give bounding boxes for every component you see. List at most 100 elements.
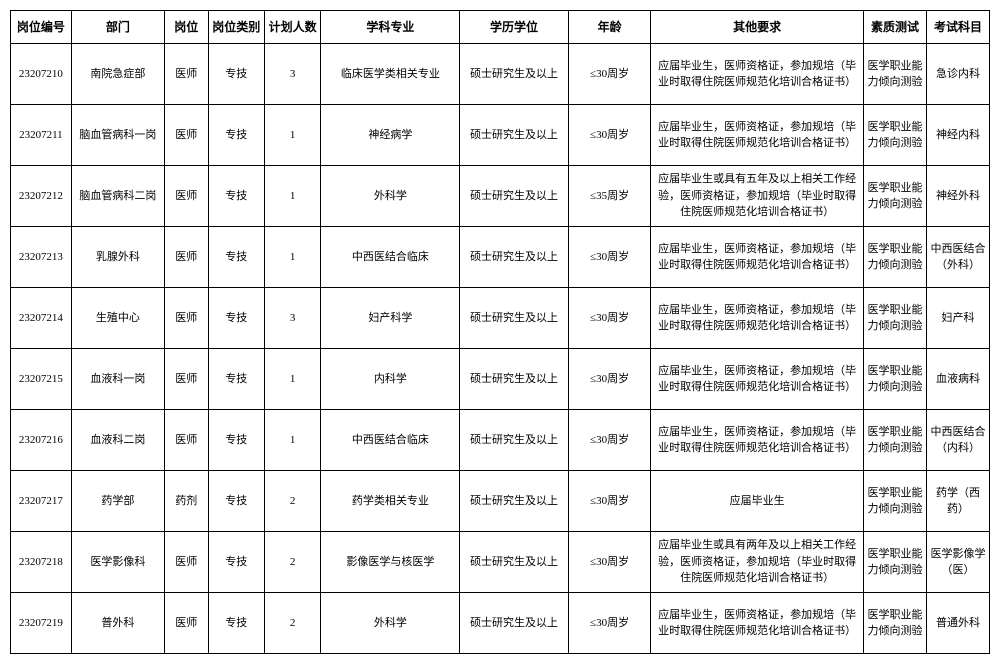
cell-major: 妇产科学 (321, 288, 460, 349)
cell-post: 医师 (165, 349, 208, 410)
cell-age: ≤30周岁 (568, 532, 650, 593)
cell-major: 中西医结合临床 (321, 410, 460, 471)
cell-major: 内科学 (321, 349, 460, 410)
cell-degree: 硕士研究生及以上 (460, 593, 569, 654)
cell-exam: 中西医结合（外科） (926, 227, 989, 288)
cell-major: 中西医结合临床 (321, 227, 460, 288)
col-header-post: 岗位 (165, 11, 208, 44)
table-row: 23207215血液科一岗医师专技1内科学硕士研究生及以上≤30周岁应届毕业生，… (11, 349, 990, 410)
cell-count: 1 (264, 410, 320, 471)
cell-dept: 普外科 (71, 593, 164, 654)
cell-age: ≤30周岁 (568, 227, 650, 288)
cell-degree: 硕士研究生及以上 (460, 471, 569, 532)
cell-test: 医学职业能力倾向测验 (864, 44, 927, 105)
cell-count: 3 (264, 44, 320, 105)
cell-post: 医师 (165, 288, 208, 349)
cell-other: 应届毕业生或具有两年及以上相关工作经验，医师资格证，参加规培（毕业时取得住院医师… (651, 532, 864, 593)
cell-degree: 硕士研究生及以上 (460, 288, 569, 349)
cell-test: 医学职业能力倾向测验 (864, 349, 927, 410)
cell-post: 医师 (165, 105, 208, 166)
cell-type: 专技 (208, 471, 264, 532)
cell-post: 医师 (165, 44, 208, 105)
cell-id: 23207219 (11, 593, 72, 654)
col-header-id: 岗位编号 (11, 11, 72, 44)
cell-id: 23207218 (11, 532, 72, 593)
cell-degree: 硕士研究生及以上 (460, 166, 569, 227)
cell-type: 专技 (208, 532, 264, 593)
cell-post: 药剂 (165, 471, 208, 532)
cell-major: 药学类相关专业 (321, 471, 460, 532)
cell-type: 专技 (208, 44, 264, 105)
cell-test: 医学职业能力倾向测验 (864, 288, 927, 349)
cell-exam: 中西医结合（内科） (926, 410, 989, 471)
cell-count: 1 (264, 166, 320, 227)
cell-dept: 医学影像科 (71, 532, 164, 593)
cell-age: ≤30周岁 (568, 105, 650, 166)
cell-degree: 硕士研究生及以上 (460, 410, 569, 471)
cell-count: 2 (264, 471, 320, 532)
table-row: 23207211脑血管病科一岗医师专技1神经病学硕士研究生及以上≤30周岁应届毕… (11, 105, 990, 166)
cell-test: 医学职业能力倾向测验 (864, 166, 927, 227)
cell-type: 专技 (208, 349, 264, 410)
cell-test: 医学职业能力倾向测验 (864, 105, 927, 166)
cell-post: 医师 (165, 593, 208, 654)
cell-type: 专技 (208, 288, 264, 349)
cell-other: 应届毕业生，医师资格证，参加规培（毕业时取得住院医师规范化培训合格证书） (651, 105, 864, 166)
cell-id: 23207211 (11, 105, 72, 166)
cell-count: 1 (264, 105, 320, 166)
cell-id: 23207216 (11, 410, 72, 471)
cell-count: 2 (264, 593, 320, 654)
cell-age: ≤30周岁 (568, 288, 650, 349)
cell-dept: 血液科一岗 (71, 349, 164, 410)
cell-exam: 普通外科 (926, 593, 989, 654)
cell-dept: 生殖中心 (71, 288, 164, 349)
cell-post: 医师 (165, 227, 208, 288)
col-header-major: 学科专业 (321, 11, 460, 44)
cell-exam: 医学影像学（医） (926, 532, 989, 593)
cell-degree: 硕士研究生及以上 (460, 532, 569, 593)
cell-degree: 硕士研究生及以上 (460, 44, 569, 105)
cell-exam: 药学（西药） (926, 471, 989, 532)
cell-other: 应届毕业生，医师资格证，参加规培（毕业时取得住院医师规范化培训合格证书） (651, 410, 864, 471)
col-header-age: 年龄 (568, 11, 650, 44)
col-header-type: 岗位类别 (208, 11, 264, 44)
col-header-degree: 学历学位 (460, 11, 569, 44)
cell-type: 专技 (208, 227, 264, 288)
cell-test: 医学职业能力倾向测验 (864, 532, 927, 593)
col-header-count: 计划人数 (264, 11, 320, 44)
cell-test: 医学职业能力倾向测验 (864, 227, 927, 288)
cell-dept: 乳腺外科 (71, 227, 164, 288)
cell-id: 23207217 (11, 471, 72, 532)
cell-dept: 脑血管病科二岗 (71, 166, 164, 227)
cell-count: 1 (264, 349, 320, 410)
cell-type: 专技 (208, 593, 264, 654)
col-header-other: 其他要求 (651, 11, 864, 44)
cell-post: 医师 (165, 532, 208, 593)
cell-id: 23207214 (11, 288, 72, 349)
cell-post: 医师 (165, 166, 208, 227)
table-row: 23207217药学部药剂专技2药学类相关专业硕士研究生及以上≤30周岁应届毕业… (11, 471, 990, 532)
cell-other: 应届毕业生，医师资格证，参加规培（毕业时取得住院医师规范化培训合格证书） (651, 349, 864, 410)
cell-major: 外科学 (321, 593, 460, 654)
cell-dept: 血液科二岗 (71, 410, 164, 471)
cell-exam: 神经内科 (926, 105, 989, 166)
table-row: 23207214生殖中心医师专技3妇产科学硕士研究生及以上≤30周岁应届毕业生，… (11, 288, 990, 349)
cell-age: ≤30周岁 (568, 349, 650, 410)
cell-exam: 妇产科 (926, 288, 989, 349)
cell-id: 23207210 (11, 44, 72, 105)
cell-other: 应届毕业生或具有五年及以上相关工作经验，医师资格证，参加规培（毕业时取得住院医师… (651, 166, 864, 227)
cell-test: 医学职业能力倾向测验 (864, 410, 927, 471)
cell-other: 应届毕业生，医师资格证，参加规培（毕业时取得住院医师规范化培训合格证书） (651, 593, 864, 654)
col-header-exam: 考试科目 (926, 11, 989, 44)
cell-age: ≤30周岁 (568, 410, 650, 471)
cell-test: 医学职业能力倾向测验 (864, 471, 927, 532)
cell-id: 23207212 (11, 166, 72, 227)
table-row: 23207213乳腺外科医师专技1中西医结合临床硕士研究生及以上≤30周岁应届毕… (11, 227, 990, 288)
cell-age: ≤35周岁 (568, 166, 650, 227)
cell-age: ≤30周岁 (568, 593, 650, 654)
table-header-row: 岗位编号部门岗位岗位类别计划人数学科专业学历学位年龄其他要求素质测试考试科目 (11, 11, 990, 44)
cell-dept: 脑血管病科一岗 (71, 105, 164, 166)
table-row: 23207212脑血管病科二岗医师专技1外科学硕士研究生及以上≤35周岁应届毕业… (11, 166, 990, 227)
cell-age: ≤30周岁 (568, 44, 650, 105)
table-row: 23207210南院急症部医师专技3临床医学类相关专业硕士研究生及以上≤30周岁… (11, 44, 990, 105)
